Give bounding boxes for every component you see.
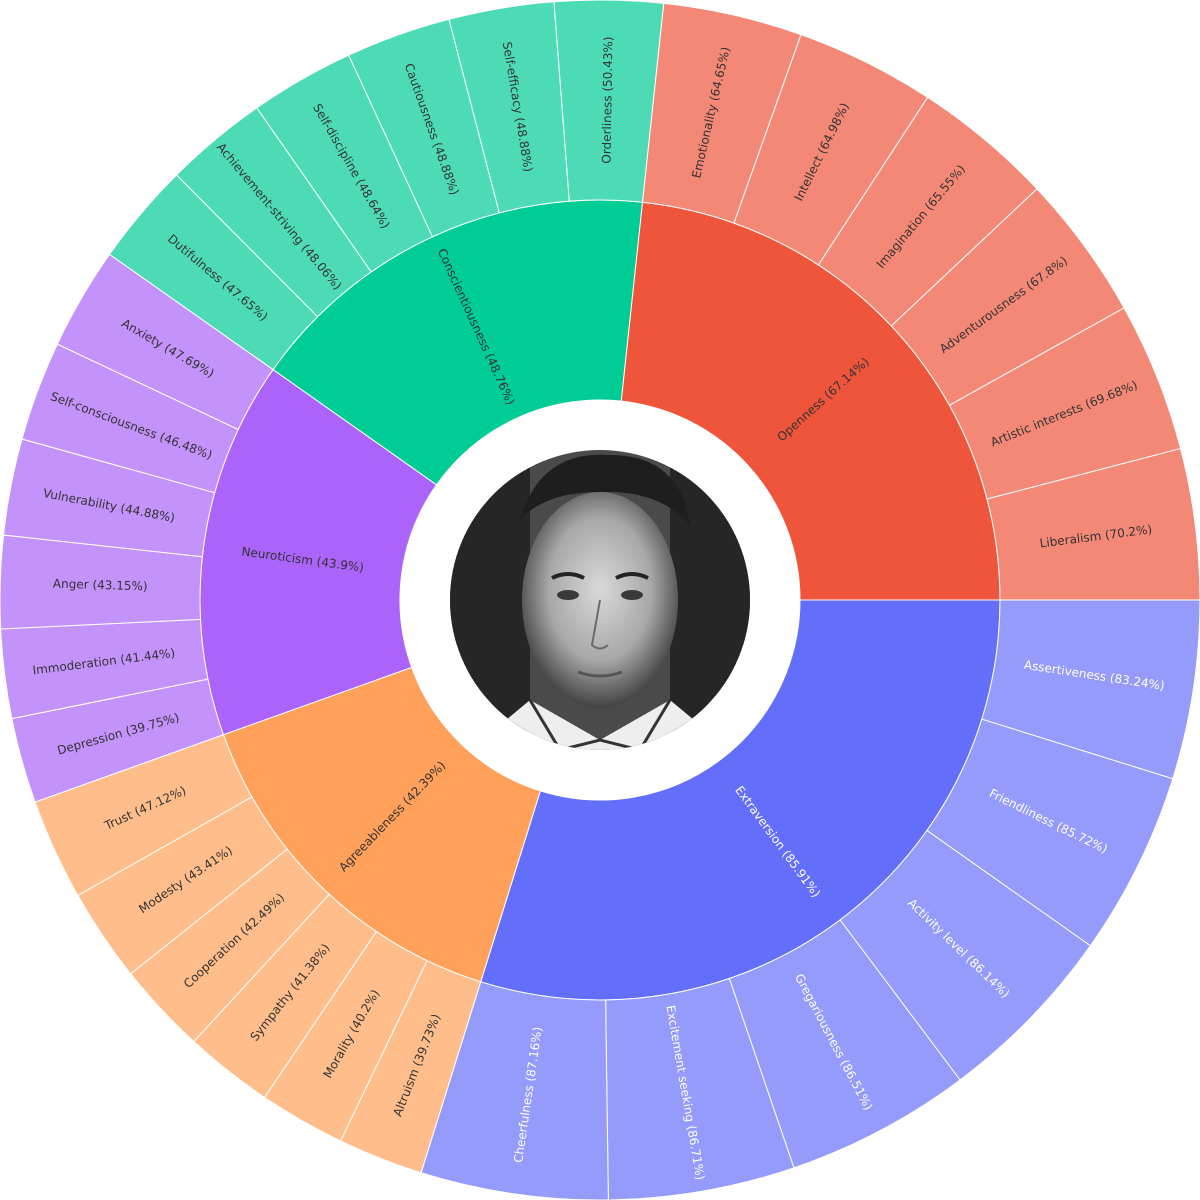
segment-liberalism[interactable] xyxy=(986,447,1200,601)
avatar xyxy=(400,400,800,800)
label-anger: Anger (43.15%) xyxy=(53,577,148,594)
label-orderliness: Orderliness (50.43%) xyxy=(599,36,615,163)
portrait-image xyxy=(450,450,750,750)
